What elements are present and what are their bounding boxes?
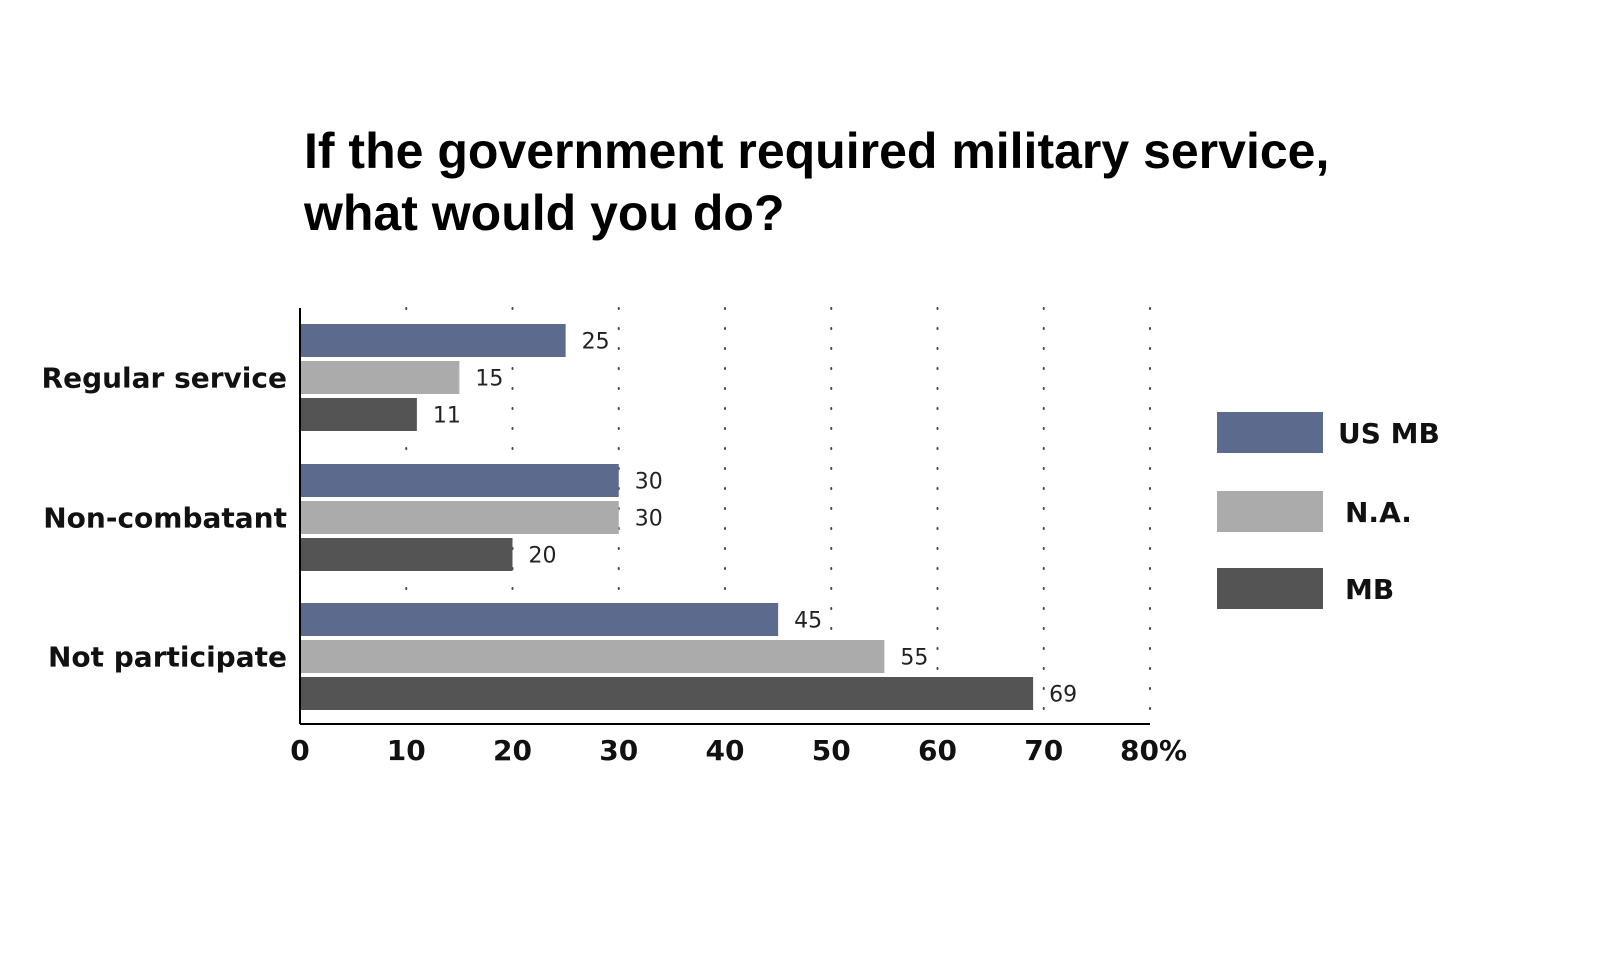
data-label: 30 <box>635 470 663 495</box>
bar-not-participate-n-a- <box>300 640 885 673</box>
x-tick-label: 20 <box>493 734 532 767</box>
legend-swatch-us-mb <box>1217 412 1323 453</box>
bar-regular-service-mb <box>300 398 417 431</box>
legend-swatch-n-a- <box>1217 491 1323 532</box>
category-label: Non-combatant <box>43 502 287 535</box>
data-label: 55 <box>900 646 928 671</box>
bar-non-combatant-n-a- <box>300 501 619 534</box>
legend-swatch-mb <box>1217 568 1323 609</box>
x-tick-label: 70 <box>1024 734 1063 767</box>
data-label: 45 <box>794 609 822 634</box>
x-tick-label: 50 <box>812 734 851 767</box>
labels: 25 15 11 Regular service 30 30 20 Non-combatant… <box>42 330 1188 768</box>
x-tick-label: 30 <box>599 734 638 767</box>
bar-non-combatant-us-mb <box>300 464 619 497</box>
data-label: 15 <box>475 367 503 392</box>
bar-regular-service-us-mb <box>300 324 566 357</box>
bar-non-combatant-mb <box>300 538 513 571</box>
legend-label-n-a-: N.A. <box>1345 496 1412 529</box>
chart-title: If the government required military serv… <box>304 120 1504 244</box>
bars <box>300 324 1034 710</box>
chart-title-line-1: If the government required military serv… <box>304 123 1330 179</box>
legend-label-us-mb: US MB <box>1338 417 1440 450</box>
chart-title-line-2: what would you do? <box>304 185 785 241</box>
x-tick-label: 40 <box>706 734 745 767</box>
data-label: 69 <box>1049 683 1077 708</box>
axes <box>299 308 1150 725</box>
data-label: 11 <box>433 404 461 429</box>
x-tick-label: 0 <box>290 734 309 767</box>
legend: US MB N.A. MB <box>1217 412 1440 609</box>
x-tick-label: 80% <box>1120 734 1187 767</box>
legend-label-mb: MB <box>1345 573 1394 606</box>
bar-not-participate-mb <box>300 677 1034 710</box>
x-tick-label: 10 <box>387 734 426 767</box>
category-label: Not participate <box>48 641 287 674</box>
data-label: 25 <box>582 330 610 355</box>
data-label: 30 <box>635 507 663 532</box>
category-label: Regular service <box>42 362 287 395</box>
x-tick-label: 60 <box>918 734 957 767</box>
bar-regular-service-n-a- <box>300 361 460 394</box>
data-label: 20 <box>529 544 557 569</box>
bar-not-participate-us-mb <box>300 603 779 636</box>
